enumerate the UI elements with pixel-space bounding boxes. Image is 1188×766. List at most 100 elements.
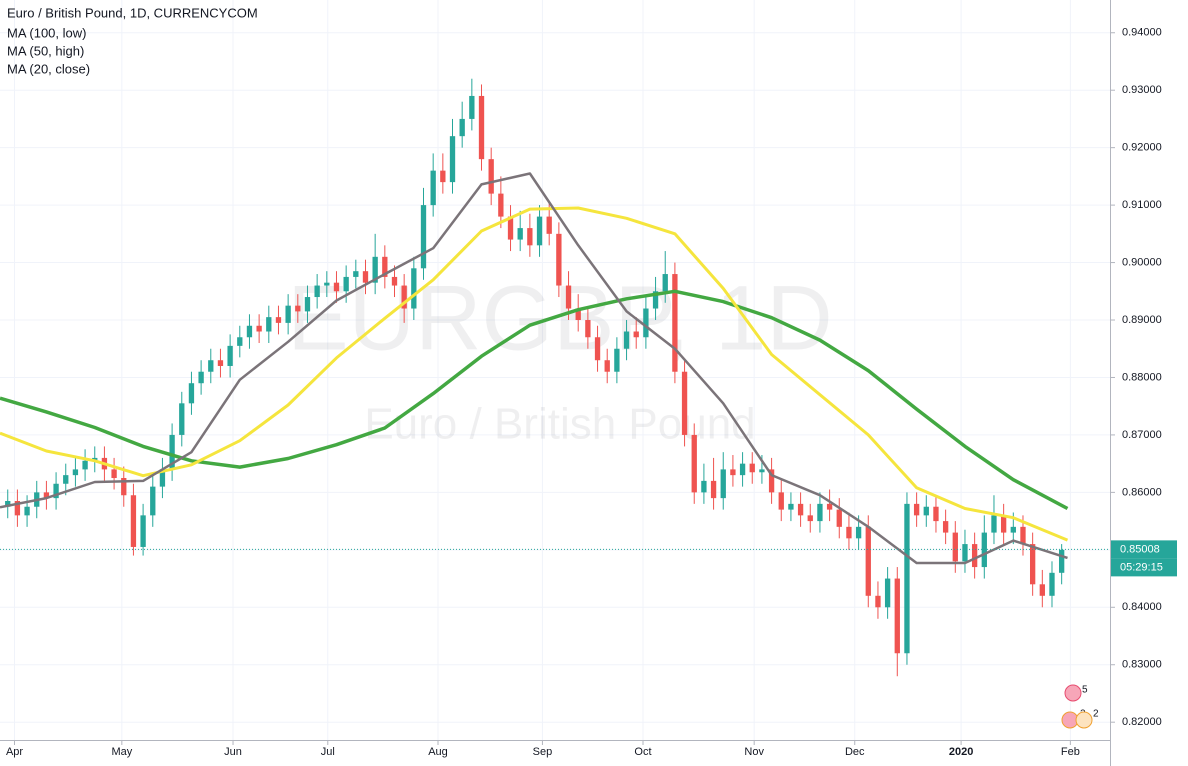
candle-body — [962, 544, 968, 562]
candle-body — [1010, 526, 1016, 533]
countdown-label: 05:29:15 — [1120, 561, 1163, 573]
last-price-label: 0.85008 — [1120, 543, 1160, 555]
candle-body — [324, 282, 330, 286]
x-tick-label: Apr — [6, 746, 23, 758]
candle-body — [362, 271, 369, 283]
candle-body — [875, 595, 881, 608]
candle-body — [720, 469, 726, 499]
candle-body — [739, 463, 746, 476]
candle-body — [836, 509, 842, 527]
y-tick-label: 0.88000 — [1122, 371, 1162, 383]
candle-body — [701, 480, 707, 493]
candle-body — [420, 205, 427, 269]
candle-body — [275, 317, 282, 323]
candle-body — [159, 469, 166, 487]
candle-body — [353, 271, 359, 277]
candle-body — [536, 216, 543, 246]
candle-body — [63, 475, 69, 484]
candle-body — [459, 118, 465, 137]
x-tick-label: Jul — [321, 746, 335, 758]
candle-body — [43, 492, 50, 499]
candle-body — [121, 478, 127, 496]
candle-body — [140, 515, 146, 547]
candle-body — [1039, 584, 1045, 596]
candle-body — [749, 463, 755, 473]
grid — [0, 0, 1110, 740]
candle-body — [130, 495, 137, 547]
candle-body — [1029, 544, 1036, 585]
candle-body — [662, 274, 668, 292]
candle-body — [401, 285, 407, 309]
candle-body — [285, 305, 291, 323]
candle-body — [295, 305, 301, 312]
badge-count: 2 — [1093, 709, 1099, 720]
event-badge[interactable] — [1075, 711, 1093, 729]
legend-entry: MA (100, low) — [7, 25, 86, 40]
x-tick-label: Aug — [428, 746, 448, 758]
candle-body — [14, 500, 21, 516]
candle-body — [498, 193, 504, 217]
candle-body — [469, 95, 475, 119]
candle-body — [256, 325, 262, 332]
x-tick-label: Dec — [845, 746, 865, 758]
candle-body — [556, 233, 562, 286]
candle-body — [179, 403, 185, 435]
x-tick-label: 2020 — [949, 746, 973, 758]
candle-body — [53, 483, 59, 499]
candle-body — [623, 331, 630, 349]
y-tick-label: 0.90000 — [1122, 256, 1162, 268]
event-badge[interactable] — [1064, 684, 1082, 702]
badge-count: 5 — [1082, 685, 1088, 696]
candle-body — [913, 503, 920, 516]
candle-body — [681, 371, 688, 435]
candle-body — [652, 291, 659, 309]
candle-body — [304, 297, 311, 312]
candle-body — [710, 480, 717, 499]
candle-body — [594, 337, 601, 361]
legend-entry: MA (20, close) — [7, 61, 90, 76]
candle-body — [198, 371, 204, 384]
candle-body — [730, 469, 736, 476]
candle-body — [614, 348, 620, 372]
plot — [0, 78, 1110, 677]
candle-body — [430, 170, 436, 206]
candle-body — [565, 285, 572, 309]
candle-body — [788, 503, 794, 510]
candle-body — [942, 521, 949, 533]
candle-body — [768, 469, 775, 493]
y-tick-label: 0.87000 — [1122, 429, 1162, 441]
x-tick-label: Oct — [634, 746, 651, 758]
candle-body — [372, 256, 378, 283]
candle-body — [904, 503, 910, 654]
candle-body — [759, 469, 765, 473]
moving-average-line — [0, 172, 1068, 565]
candle-body — [237, 337, 243, 346]
candle-body — [517, 228, 523, 240]
candle-body — [169, 434, 175, 470]
candle-body — [865, 526, 871, 596]
candle-body — [411, 268, 417, 309]
candle-body — [672, 274, 678, 372]
y-tick-label: 0.94000 — [1122, 27, 1162, 39]
candle-body — [382, 256, 388, 277]
candle-body — [24, 506, 30, 516]
candle-body — [923, 506, 929, 516]
candle-body — [208, 360, 214, 372]
moving-average-line — [0, 206, 1069, 542]
candle-body — [971, 544, 978, 568]
candle-body — [217, 360, 224, 366]
candle-body — [633, 331, 639, 338]
candle-body — [952, 532, 958, 562]
candle-body — [266, 317, 272, 332]
y-tick-label: 0.82000 — [1122, 716, 1162, 728]
candle-body — [855, 526, 862, 539]
candle-body — [488, 159, 494, 194]
y-tick-label: 0.92000 — [1122, 142, 1162, 154]
candle-body — [575, 308, 581, 321]
candle-body — [527, 228, 533, 246]
candle-body — [991, 515, 997, 533]
x-tick-label: Nov — [744, 746, 764, 758]
candle-body — [82, 460, 88, 470]
